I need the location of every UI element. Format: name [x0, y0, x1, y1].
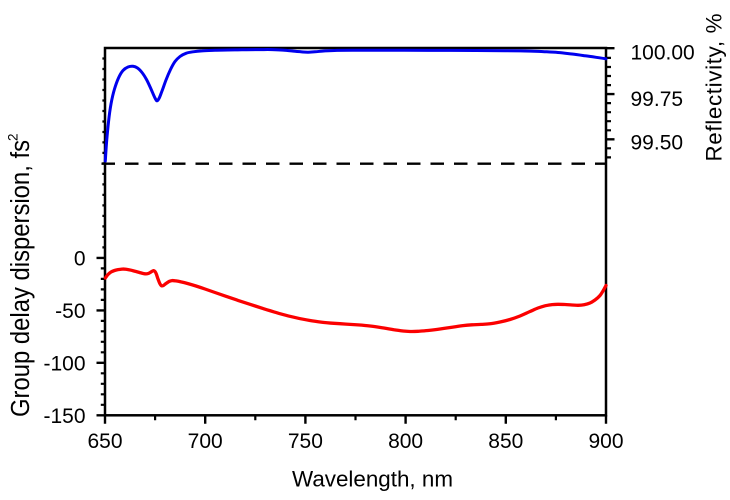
svg-text:850: 850	[488, 430, 523, 453]
svg-text:0: 0	[74, 247, 86, 270]
svg-text:100.00: 100.00	[631, 41, 695, 64]
svg-text:Group delay dispersion, fs: Group delay dispersion, fs	[7, 140, 35, 417]
svg-text:650: 650	[87, 430, 122, 453]
svg-text:-100: -100	[43, 352, 85, 375]
svg-text:900: 900	[588, 430, 623, 453]
svg-text:700: 700	[188, 430, 223, 453]
svg-text:99.50: 99.50	[631, 132, 684, 155]
svg-text:-50: -50	[55, 300, 85, 323]
svg-text:800: 800	[388, 430, 423, 453]
svg-text:Wavelength, nm: Wavelength, nm	[292, 467, 453, 492]
svg-text:-150: -150	[43, 405, 85, 428]
svg-text:Reflectivity, %: Reflectivity, %	[701, 13, 726, 161]
svg-text:750: 750	[288, 430, 323, 453]
svg-text:2: 2	[6, 133, 21, 141]
svg-text:99.75: 99.75	[631, 88, 684, 111]
